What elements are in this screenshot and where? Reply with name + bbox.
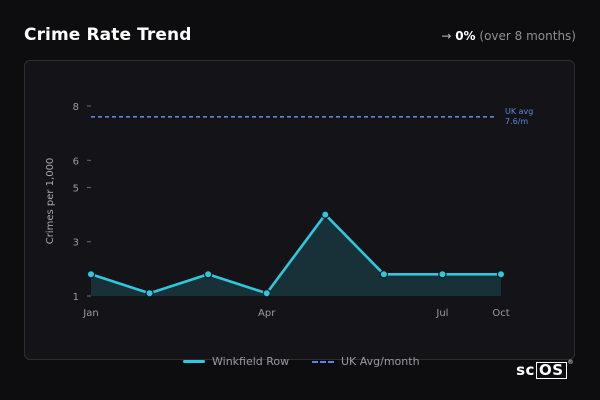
x-tick-label: Jul [435, 308, 448, 319]
trend-value: 0% [455, 29, 476, 43]
uk-average-annotation-label: UK avg [505, 107, 533, 116]
data-point [262, 289, 271, 298]
legend-item-uk-avg[interactable]: UK Avg/month [312, 355, 420, 368]
trend-arrow-icon: → [441, 29, 452, 43]
y-tick-label: 5 [73, 183, 79, 194]
y-tick-label: 3 [73, 238, 79, 249]
legend-label-uk-avg: UK Avg/month [341, 355, 420, 368]
trend-summary: → 0% (over 8 months) [441, 29, 576, 43]
legend-item-series[interactable]: Winkfield Row [183, 355, 289, 368]
chart-title: Crime Rate Trend [24, 25, 192, 45]
y-tick-label: 8 [73, 102, 79, 113]
x-tick-label: Oct [492, 308, 509, 319]
y-axis-label: Crimes per 1,000 [45, 158, 56, 245]
data-point [496, 270, 506, 279]
legend-label-series: Winkfield Row [212, 355, 290, 368]
data-point [145, 289, 154, 298]
legend-swatch-dashed [312, 360, 334, 363]
y-tick-label: 6 [73, 156, 79, 167]
data-point [86, 270, 96, 279]
brand-boxed: OS [535, 361, 567, 379]
brand-registered-mark: ® [567, 358, 574, 366]
data-point [438, 270, 447, 279]
series-line [89, 213, 503, 295]
data-point [203, 270, 213, 279]
x-tick-label: Jan [82, 308, 98, 319]
data-point [379, 270, 389, 279]
uk-average-annotation-value: 7.6/m [505, 117, 528, 126]
trend-note: (over 8 months) [479, 29, 576, 43]
brand-logo: sc OS ® [516, 358, 574, 380]
x-tick-label: Apr [258, 308, 276, 319]
legend-swatch-solid [183, 360, 205, 363]
brand-prefix: sc [516, 361, 535, 379]
data-point [321, 210, 330, 219]
y-tick-label: 1 [73, 292, 79, 303]
chart-card [24, 60, 575, 360]
